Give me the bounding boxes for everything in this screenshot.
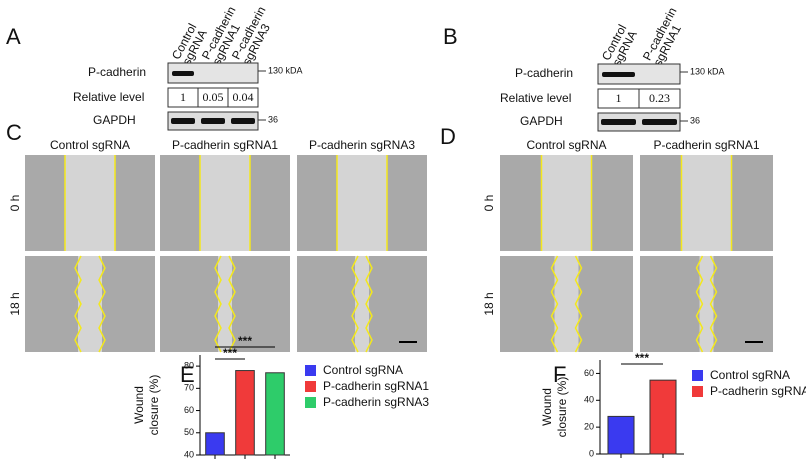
legend-label: Control sgRNA bbox=[323, 363, 403, 377]
legend-swatch bbox=[305, 365, 316, 376]
row-label: Relative level bbox=[73, 90, 144, 104]
y-axis-label-line: closure (%) bbox=[147, 375, 161, 436]
wound-area bbox=[699, 256, 714, 352]
y-tick-label: 70 bbox=[184, 383, 194, 393]
column-title: P-cadherin sgRNA1 bbox=[172, 138, 278, 152]
band bbox=[602, 72, 635, 77]
significance-label: *** bbox=[223, 346, 237, 360]
band bbox=[171, 118, 195, 124]
band bbox=[642, 119, 677, 125]
row-label: GAPDH bbox=[93, 113, 136, 127]
blot bbox=[167, 62, 259, 84]
panel-label: E bbox=[180, 362, 195, 387]
bar bbox=[205, 432, 225, 456]
legend-swatch bbox=[305, 381, 316, 392]
wound-area bbox=[541, 155, 592, 251]
legend-label: Control sgRNA bbox=[710, 368, 790, 382]
wound-edge bbox=[550, 255, 559, 353]
wound-area bbox=[200, 155, 250, 251]
wound-edge bbox=[574, 255, 583, 353]
row-label: P-cadherin bbox=[88, 65, 146, 79]
y-axis-label: Woundclosure (%) bbox=[132, 375, 161, 436]
panel-label: C bbox=[6, 120, 22, 145]
bar bbox=[607, 415, 635, 455]
wound-area bbox=[681, 155, 732, 251]
wound-area bbox=[355, 256, 369, 352]
panel-label: A bbox=[6, 24, 21, 49]
wound-edge bbox=[228, 255, 236, 353]
band bbox=[601, 119, 636, 125]
row-label: 18 h bbox=[482, 292, 496, 315]
y-axis-label: Woundclosure (%) bbox=[540, 377, 569, 438]
y-tick-label: 60 bbox=[184, 405, 194, 415]
bar bbox=[235, 370, 255, 456]
y-axis-label-line: closure (%) bbox=[555, 377, 569, 438]
wound-edge bbox=[214, 255, 222, 353]
wound-area bbox=[337, 155, 387, 251]
wound-area bbox=[65, 155, 115, 251]
column-title: P-cadherin sgRNA1 bbox=[653, 138, 759, 152]
row-label: GAPDH bbox=[520, 114, 563, 128]
lane-header: ControlsgRNA bbox=[599, 22, 640, 68]
wound-edge bbox=[365, 255, 373, 353]
relative-level: 0.05 bbox=[203, 90, 224, 104]
level-box bbox=[167, 87, 259, 108]
bar bbox=[265, 372, 285, 456]
band bbox=[172, 71, 194, 76]
significance-label: *** bbox=[635, 351, 649, 365]
wound-edge bbox=[351, 255, 359, 353]
wound-edge bbox=[98, 255, 106, 353]
bar bbox=[649, 379, 677, 455]
relative-level: 1 bbox=[180, 90, 186, 104]
legend-label: P-cadherin sgRNA3 bbox=[323, 395, 429, 409]
legend-swatch bbox=[305, 397, 316, 408]
legend-label: P-cadherin sgRNA1 bbox=[710, 384, 806, 398]
column-title: P-cadherin sgRNA3 bbox=[309, 138, 415, 152]
wound-area bbox=[218, 256, 232, 352]
row-label: 0 h bbox=[8, 195, 22, 212]
relative-level: 0.04 bbox=[233, 90, 254, 104]
wound-edge bbox=[709, 255, 718, 353]
significance-label: *** bbox=[238, 334, 252, 348]
wound-area bbox=[78, 256, 102, 352]
y-axis-label-line: Wound bbox=[132, 386, 146, 424]
relative-level: 0.23 bbox=[649, 91, 670, 105]
panel-label: D bbox=[440, 124, 456, 149]
blot bbox=[597, 112, 681, 132]
y-tick-label: 80 bbox=[184, 360, 194, 370]
row-label: P-cadherin bbox=[515, 66, 573, 80]
panel-label: F bbox=[553, 362, 566, 387]
band bbox=[231, 118, 255, 124]
legend-swatch bbox=[692, 370, 703, 381]
y-tick-label: 40 bbox=[184, 449, 194, 459]
column-title: Control sgRNA bbox=[526, 138, 606, 152]
wound-area bbox=[554, 256, 579, 352]
wound-edge bbox=[74, 255, 82, 353]
y-tick-label: 40 bbox=[584, 395, 594, 405]
column-title: Control sgRNA bbox=[50, 138, 130, 152]
wound-edge bbox=[695, 255, 704, 353]
relative-level: 1 bbox=[616, 91, 622, 105]
band bbox=[201, 118, 225, 124]
marker: 130 kDA bbox=[268, 65, 303, 75]
marker: 130 kDA bbox=[690, 66, 725, 76]
y-tick-label: 60 bbox=[584, 368, 594, 378]
y-tick-label: 20 bbox=[584, 422, 594, 432]
y-tick-label: 0 bbox=[589, 448, 594, 458]
panel-label: B bbox=[443, 24, 458, 49]
blot bbox=[597, 63, 681, 85]
marker: 36 bbox=[268, 114, 278, 124]
marker: 36 bbox=[690, 115, 700, 125]
row-label: Relative level bbox=[500, 91, 571, 105]
legend-label: P-cadherin sgRNA1 bbox=[323, 379, 429, 393]
row-label: 18 h bbox=[8, 292, 22, 315]
lane-header: P-cadherinsgRNA1 bbox=[640, 5, 690, 68]
row-label: 0 h bbox=[482, 195, 496, 212]
y-tick-label: 50 bbox=[184, 427, 194, 437]
legend-swatch bbox=[692, 386, 703, 397]
y-axis-label-line: Wound bbox=[540, 388, 554, 426]
